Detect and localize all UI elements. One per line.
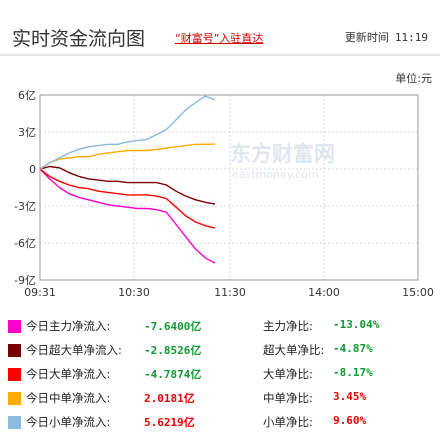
legend-row: 今日超大单净流入: -2.8526亿 超大单净比: -4.87% (8, 340, 438, 364)
legend-swatch (8, 344, 21, 357)
x-tick-label: 09:31 (24, 286, 56, 299)
promo-link[interactable]: “财富号”入驻直达 (175, 32, 264, 45)
legend-table: 今日主力净流入: -7.6400亿 主力净比: -13.04% 今日超大单净流入: -2.… (8, 316, 438, 436)
series-line-4 (39, 95, 216, 170)
unit-label: 单位:元 (395, 72, 432, 85)
header: 实时资金流向图 “财富号”入驻直达 更新时间 11:19 (0, 0, 440, 56)
ratio-value: -13.04% (333, 318, 380, 331)
series-line-3 (39, 143, 216, 170)
legend-row: 今日小单净流入: 5.6219亿 小单净比: 9.60% (8, 412, 438, 436)
x-axis-ticks: 09:31 10:30 11:30 14:00 15:00 (24, 286, 434, 299)
ratio-label: 主力净比: (263, 319, 313, 333)
update-time: 更新时间 11:19 (345, 29, 428, 45)
y-tick-label: -9亿 (14, 274, 36, 287)
x-tick-label: 10:30 (118, 286, 150, 299)
x-tick-label: 11:30 (214, 286, 246, 299)
chart-series (39, 95, 216, 264)
x-tick-label: 15:00 (402, 286, 434, 299)
y-tick-label: -6亿 (14, 237, 36, 250)
legend-value: -7.6400亿 (144, 320, 202, 333)
legend-label: 今日小单净流入: (26, 415, 111, 429)
ratio-value: -4.87% (333, 342, 373, 355)
legend-label: 今日主力净流入: (26, 319, 111, 333)
legend-swatch (8, 368, 21, 381)
legend-label: 今日大单净流入: (26, 367, 111, 381)
legend-row: 今日中单净流入: 2.0181亿 中单净比: 3.45% (8, 388, 438, 412)
y-tick-label: 6亿 (18, 89, 36, 102)
plot-frame (39, 94, 419, 281)
legend-row: 今日主力净流入: -7.6400亿 主力净比: -13.04% (8, 316, 438, 340)
page-title: 实时资金流向图 (12, 28, 146, 50)
legend-swatch (8, 416, 21, 429)
ratio-label: 中单净比: (263, 391, 313, 405)
series-line-1 (39, 165, 216, 205)
legend-swatch (8, 320, 21, 333)
ratio-value: 9.60% (333, 414, 367, 427)
legend-value: -2.8526亿 (144, 344, 202, 357)
watermark-subtext: eastmoney.com (232, 168, 319, 181)
update-time-value: 11:19 (394, 31, 428, 44)
y-tick-label: -3亿 (14, 200, 36, 213)
legend-value: 2.0181亿 (144, 392, 195, 405)
update-label: 更新时间 (344, 31, 389, 44)
legend-label: 今日超大单净流入: (26, 343, 122, 357)
watermark-text: 东方财富网 (230, 142, 335, 166)
ratio-value: -8.17% (333, 366, 373, 379)
ratio-label: 超大单净比: (263, 343, 325, 357)
series-line-2 (39, 168, 216, 229)
legend-value: 5.6219亿 (144, 416, 195, 429)
ratio-label: 大单净比: (263, 367, 313, 381)
x-tick-label: 14:00 (308, 286, 340, 299)
y-tick-label: 3亿 (18, 126, 36, 139)
series-line-0 (39, 168, 216, 264)
chart-grid (39, 94, 419, 281)
y-axis-ticks: 6亿 3亿 0 -3亿 -6亿 -9亿 (14, 89, 36, 287)
ratio-value: 3.45% (333, 390, 367, 403)
ratio-label: 小单净比: (263, 415, 313, 429)
legend-label: 今日中单净流入: (26, 391, 111, 405)
legend-value: -4.7874亿 (144, 368, 202, 381)
legend-swatch (8, 392, 21, 405)
legend-row: 今日大单净流入: -4.7874亿 大单净比: -8.17% (8, 364, 438, 388)
fund-flow-chart: 6亿 3亿 0 -3亿 -6亿 -9亿 09:31 10:30 11:30 14:00 15:00… (14, 89, 434, 299)
y-tick-label: 0 (29, 163, 36, 176)
watermark: 东方财富网 eastmoney.com (230, 142, 335, 181)
